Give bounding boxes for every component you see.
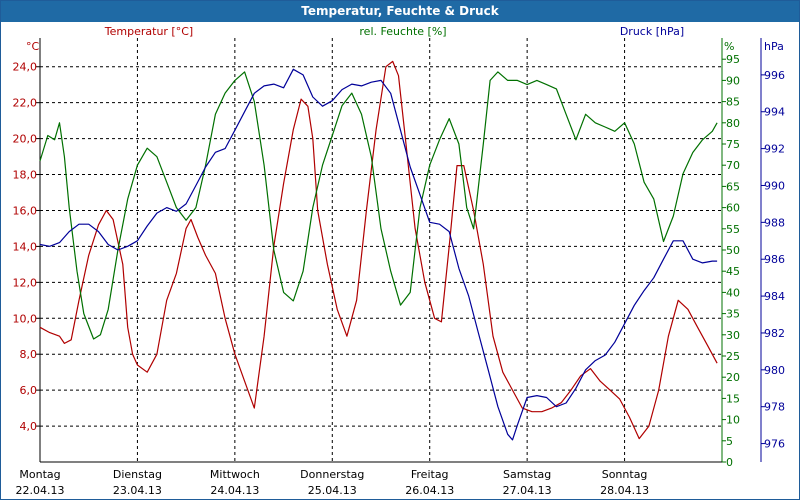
pressure-line: [39, 68, 718, 441]
x-tick-date: 25.04.13: [308, 484, 357, 497]
temperature-tick-label: 20,0: [13, 133, 38, 146]
x-tick-date: 23.04.13: [113, 484, 162, 497]
temperature-tick-label: 24,0: [13, 61, 38, 74]
x-tick-day: Samstag: [503, 468, 551, 481]
humidity-tick-label: 95: [726, 53, 740, 66]
humidity-tick-label: 40: [726, 286, 740, 299]
humidity-axis-label: rel. Feuchte [%]: [359, 25, 446, 38]
pressure-axis-ticks: 976 978 980 982 984 986 988 990 992 994 996: [761, 69, 785, 451]
temperature-tick-label: 22,0: [13, 97, 38, 110]
humidity-tick-label: 75: [726, 138, 740, 151]
x-tick-date: 24.04.13: [210, 484, 259, 497]
temperature-tick-label: 12,0: [13, 276, 38, 289]
humidity-tick-label: 25: [726, 350, 740, 363]
x-tick-day: Mittwoch: [210, 468, 260, 481]
temperature-tick-label: 8,0: [20, 348, 38, 361]
x-tick-date: 27.04.13: [503, 484, 552, 497]
humidity-tick-label: 50: [726, 244, 740, 257]
temperature-axis-ticks: 4,0 6,0 8,0 10,0 12,0 14,0 16,0 18,0 20,0 22,0 24,…: [13, 61, 40, 433]
humidity-tick-label: 5: [726, 435, 733, 448]
temperature-tick-label: 16,0: [13, 204, 38, 217]
humidity-tick-label: 30: [726, 329, 740, 342]
pressure-tick-label: 976: [764, 438, 785, 451]
humidity-tick-label: 10: [726, 414, 740, 427]
humidity-tick-label: 80: [726, 117, 740, 130]
grid: [40, 38, 722, 462]
pressure-tick-label: 984: [764, 290, 785, 303]
humidity-unit-label: %: [724, 40, 734, 53]
temperature-tick-label: 10,0: [13, 312, 38, 325]
x-tick-day: Freitag: [411, 468, 449, 481]
humidity-tick-label: 90: [726, 74, 740, 87]
x-tick-day: Sonntag: [602, 468, 648, 481]
x-tick-date: 28.04.13: [600, 484, 649, 497]
temperature-tick-label: 18,0: [13, 169, 38, 182]
temperature-tick-label: 6,0: [20, 384, 38, 397]
pressure-tick-label: 986: [764, 253, 785, 266]
pressure-tick-label: 978: [764, 401, 785, 414]
x-tick-date: 22.04.13: [16, 484, 65, 497]
temperature-axis-label: Temperatur [°C]: [104, 25, 193, 38]
x-tick-day: Dienstag: [113, 468, 162, 481]
pressure-tick-label: 996: [764, 69, 785, 82]
humidity-tick-label: 35: [726, 308, 740, 321]
x-tick-date: 26.04.13: [405, 484, 454, 497]
humidity-tick-label: 55: [726, 223, 740, 236]
humidity-tick-label: 20: [726, 371, 740, 384]
humidity-line: [39, 71, 718, 340]
pressure-tick-label: 980: [764, 364, 785, 377]
x-axis-ticks: Montag 22.04.13 Dienstag 23.04.13 Mittwoch 24…: [16, 468, 650, 497]
humidity-tick-label: 45: [726, 265, 740, 278]
humidity-tick-label: 65: [726, 180, 740, 193]
pressure-tick-label: 988: [764, 216, 785, 229]
pressure-axis-label: Druck [hPa]: [620, 25, 684, 38]
series-lines: [39, 60, 718, 441]
chart-title: Temperatur, Feuchte & Druck: [1, 1, 799, 22]
humidity-axis-ticks: 0 5 10 15 20 25 30 35 40 45 50 55 60 65 70 75 80 85 90 95: [722, 53, 740, 469]
axes: [39, 38, 762, 463]
humidity-tick-label: 70: [726, 159, 740, 172]
humidity-tick-label: 60: [726, 202, 740, 215]
pressure-tick-label: 982: [764, 327, 785, 340]
temperature-unit-label: °C: [26, 40, 40, 53]
pressure-tick-label: 992: [764, 143, 785, 156]
x-tick-day: Donnerstag: [300, 468, 364, 481]
humidity-tick-label: 15: [726, 392, 740, 405]
temperature-line: [39, 60, 718, 440]
pressure-unit-label: hPa: [764, 40, 784, 53]
x-tick-day: Montag: [19, 468, 60, 481]
humidity-tick-label: 85: [726, 96, 740, 109]
pressure-tick-label: 994: [764, 106, 785, 119]
temperature-tick-label: 4,0: [20, 420, 38, 433]
temperature-tick-label: 14,0: [13, 240, 38, 253]
humidity-tick-label: 0: [726, 456, 733, 469]
pressure-tick-label: 990: [764, 179, 785, 192]
